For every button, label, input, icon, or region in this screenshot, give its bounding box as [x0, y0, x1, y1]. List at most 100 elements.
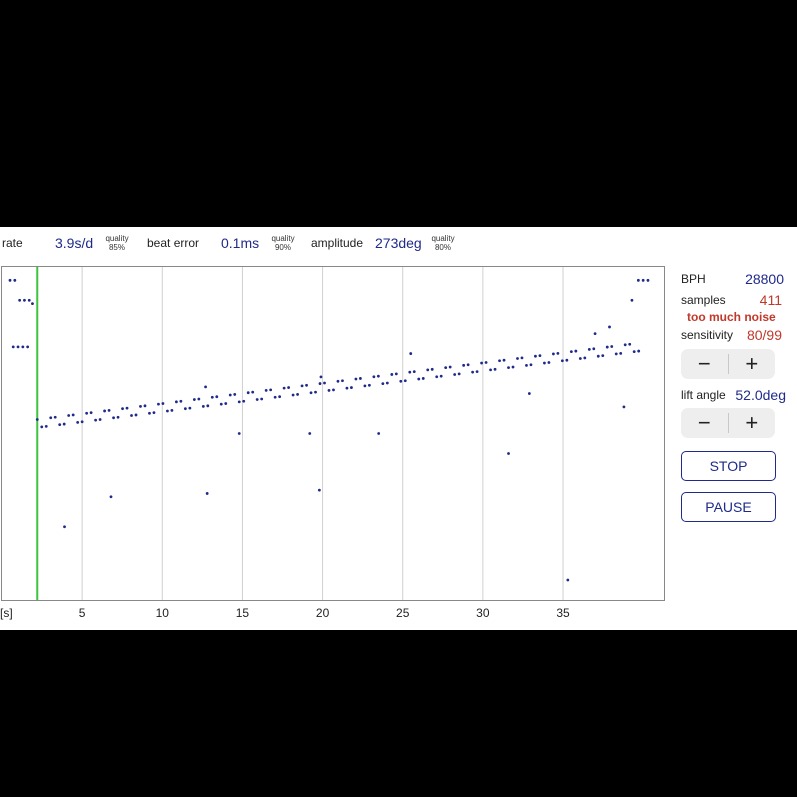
cluster-point — [31, 302, 34, 306]
trend-point — [367, 383, 371, 387]
trend-point — [507, 366, 510, 370]
outlier-point — [630, 298, 634, 302]
trend-point — [188, 406, 192, 410]
trend-point — [179, 399, 183, 403]
lift-angle-decrease-button[interactable]: − — [697, 410, 711, 435]
trend-point — [192, 398, 196, 401]
outlier-point — [63, 525, 66, 529]
trend-point — [565, 358, 569, 362]
outlier-point — [566, 578, 570, 582]
sensitivity-increase-button[interactable]: + — [745, 351, 759, 376]
x-tick-label: 25 — [396, 606, 410, 620]
trend-point — [632, 350, 636, 354]
trend-point — [350, 386, 353, 389]
trend-point — [183, 407, 187, 411]
x-axis-unit-label: [s] — [0, 606, 13, 620]
trend-point — [430, 367, 434, 371]
outlier-point — [237, 432, 241, 435]
outlier-point — [608, 325, 611, 329]
outlier-point — [317, 488, 321, 492]
amplitude-quality: quality 80% — [426, 234, 460, 252]
trend-point — [341, 379, 344, 383]
lift-angle-stepper: − + — [681, 408, 775, 438]
rate-value: 3.9s/d — [55, 235, 94, 251]
lift-angle-label: lift angle — [681, 388, 726, 402]
bph-value: 28800 — [745, 271, 784, 287]
trend-point — [121, 407, 124, 411]
trend-point — [601, 354, 605, 358]
trend-point — [282, 386, 286, 390]
trend-point — [471, 370, 475, 374]
outlier-point — [507, 452, 510, 455]
stepper-divider — [727, 354, 729, 374]
trend-point — [556, 351, 560, 355]
rate-plot — [1, 266, 665, 601]
rate-quality-label: quality — [105, 234, 129, 243]
trend-point — [76, 420, 80, 424]
trend-point — [206, 404, 210, 408]
noise-warning: too much noise — [687, 310, 776, 324]
trend-point — [251, 390, 255, 394]
trend-point — [376, 374, 380, 378]
trend-point — [332, 388, 335, 392]
trend-point — [623, 343, 627, 347]
lift-angle-increase-button[interactable]: + — [745, 410, 759, 435]
trend-point — [421, 377, 425, 380]
beat-error-quality-label: quality — [271, 234, 295, 243]
trend-point — [228, 393, 232, 397]
outlier-point — [377, 432, 381, 435]
amplitude-label: amplitude — [311, 236, 364, 250]
trend-point — [390, 373, 394, 376]
trend-point — [363, 384, 367, 388]
stop-button[interactable]: STOP — [681, 451, 776, 481]
trend-point — [170, 408, 174, 412]
trend-point — [323, 381, 326, 385]
trend-point — [547, 361, 551, 364]
trend-point — [466, 363, 470, 367]
trend-point — [139, 404, 142, 408]
trend-point — [525, 363, 528, 367]
trend-point — [130, 414, 133, 417]
x-tick-label: 35 — [556, 606, 570, 620]
trend-point — [166, 409, 169, 413]
cluster-point — [26, 345, 30, 349]
trend-point — [596, 354, 600, 358]
trend-point — [448, 365, 452, 369]
trend-point — [529, 363, 533, 367]
amplitude-value: 273deg — [375, 235, 422, 251]
trend-point — [444, 366, 448, 370]
trend-point — [628, 342, 632, 346]
trend-point — [502, 358, 506, 362]
trend-point — [610, 345, 614, 348]
trend-point — [381, 382, 385, 385]
trend-point — [174, 400, 178, 404]
outlier-point — [527, 392, 531, 395]
cluster-point — [636, 278, 640, 282]
trend-point — [489, 368, 492, 372]
trend-point — [255, 398, 259, 401]
trend-point — [587, 347, 591, 351]
x-tick-label: 5 — [78, 606, 86, 620]
sensitivity-decrease-button[interactable]: − — [697, 351, 711, 376]
trend-point — [143, 404, 147, 408]
trend-point — [197, 397, 201, 401]
trend-point — [305, 383, 308, 387]
sensitivity-stepper: − + — [681, 349, 775, 379]
cluster-point — [641, 278, 645, 282]
trend-point — [67, 414, 71, 417]
trend-point — [300, 384, 304, 388]
trend-point — [148, 411, 151, 415]
x-tick-label: 20 — [315, 606, 330, 620]
trend-point — [314, 390, 317, 394]
trend-point — [58, 423, 62, 427]
pause-button[interactable]: PAUSE — [681, 492, 776, 522]
sensitivity-label: sensitivity — [681, 328, 734, 342]
trend-point — [578, 357, 582, 360]
stepper-divider — [727, 413, 729, 433]
trend-point — [543, 361, 546, 365]
beat-error-quality: quality 90% — [266, 234, 300, 252]
trend-point — [336, 379, 340, 383]
x-tick-label: 30 — [476, 606, 490, 620]
samples-label: samples — [681, 293, 726, 307]
trend-point — [560, 359, 564, 363]
